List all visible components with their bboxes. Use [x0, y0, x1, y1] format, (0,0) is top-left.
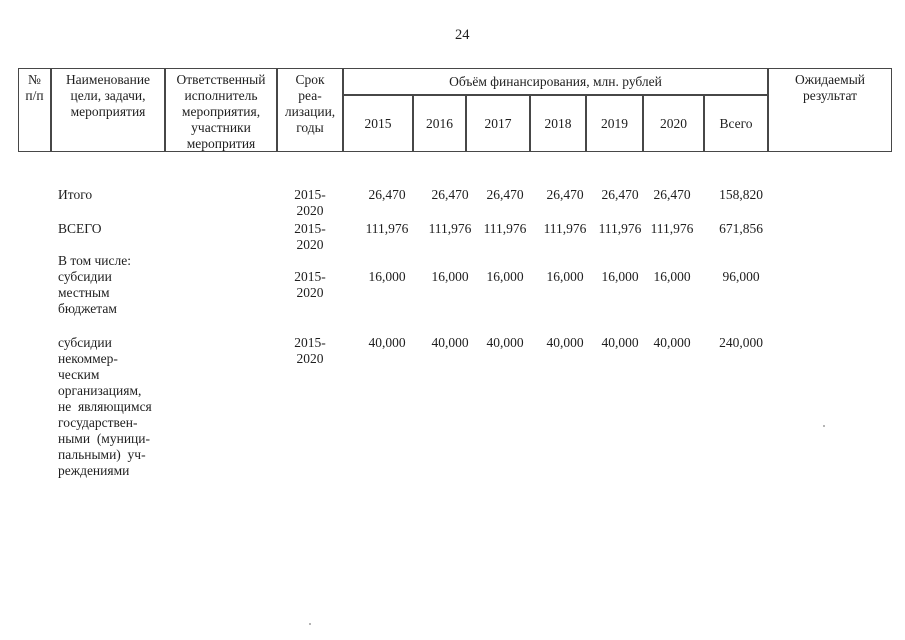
header-cell-expected: Ожидаемый результат — [768, 68, 892, 152]
row-value: 111,976 — [598, 221, 642, 236]
header-cell-year-2018: 2018 — [530, 95, 586, 152]
row-value: 16,000 — [368, 269, 406, 284]
header-cell-name: Наименование цели, задачи, мероприятия — [51, 68, 165, 152]
row-value: 40,000 — [601, 335, 639, 350]
row-term: 2015- 2020 — [294, 187, 326, 218]
row-prefix: В том числе: — [58, 253, 131, 268]
row-value: 16,000 — [653, 269, 691, 284]
row-term: 2015- 2020 — [294, 269, 326, 300]
row-label: Итого — [58, 187, 93, 202]
row-term: 2015- 2020 — [294, 335, 326, 366]
header-cell-total: Всего — [704, 95, 768, 152]
row-value: 40,000 — [546, 335, 584, 350]
row-value: 26,470 — [431, 187, 469, 202]
header-cell-finance-group: Объём финансирования, млн. рублей — [343, 68, 768, 95]
row-total: 671,856 — [719, 221, 763, 236]
row-value: 111,976 — [483, 221, 527, 236]
row-value: 111,976 — [365, 221, 409, 236]
row-value: 111,976 — [428, 221, 472, 236]
header-cell-year-2017: 2017 — [466, 95, 530, 152]
row-term: 2015- 2020 — [294, 221, 326, 252]
header-cell-year-2015: 2015 — [343, 95, 413, 152]
header-cell-year-2020: 2020 — [643, 95, 704, 152]
row-total: 96,000 — [722, 269, 760, 284]
row-value: 40,000 — [653, 335, 691, 350]
header-cell-term: Срок реа- лизации, годы — [277, 68, 343, 152]
row-value: 16,000 — [546, 269, 584, 284]
row-value: 26,470 — [601, 187, 639, 202]
header-cell-responsible: Ответственный исполнитель мероприятия, у… — [165, 68, 277, 152]
row-label: субсидии местным бюджетам — [58, 269, 117, 316]
row-value: 16,000 — [486, 269, 524, 284]
scan-artifact-dot — [309, 623, 311, 625]
row-value: 26,470 — [653, 187, 691, 202]
row-value: 111,976 — [543, 221, 587, 236]
row-total: 158,820 — [719, 187, 763, 202]
row-total: 240,000 — [719, 335, 763, 350]
header-cell-year-2019: 2019 — [586, 95, 643, 152]
row-value: 16,000 — [601, 269, 639, 284]
row-value: 40,000 — [368, 335, 406, 350]
row-value: 26,470 — [546, 187, 584, 202]
row-label: ВСЕГО — [58, 221, 102, 236]
page-number: 24 — [455, 27, 470, 43]
row-value: 111,976 — [650, 221, 694, 236]
row-value: 26,470 — [368, 187, 406, 202]
row-value: 26,470 — [486, 187, 524, 202]
row-value: 16,000 — [431, 269, 469, 284]
scan-artifact-dot — [823, 425, 825, 427]
header-cell-year-2016: 2016 — [413, 95, 466, 152]
row-label: субсидии некоммер- ческим организациям, … — [58, 335, 152, 478]
row-value: 40,000 — [431, 335, 469, 350]
header-cell-num: № п/п — [18, 68, 51, 152]
row-value: 40,000 — [486, 335, 524, 350]
